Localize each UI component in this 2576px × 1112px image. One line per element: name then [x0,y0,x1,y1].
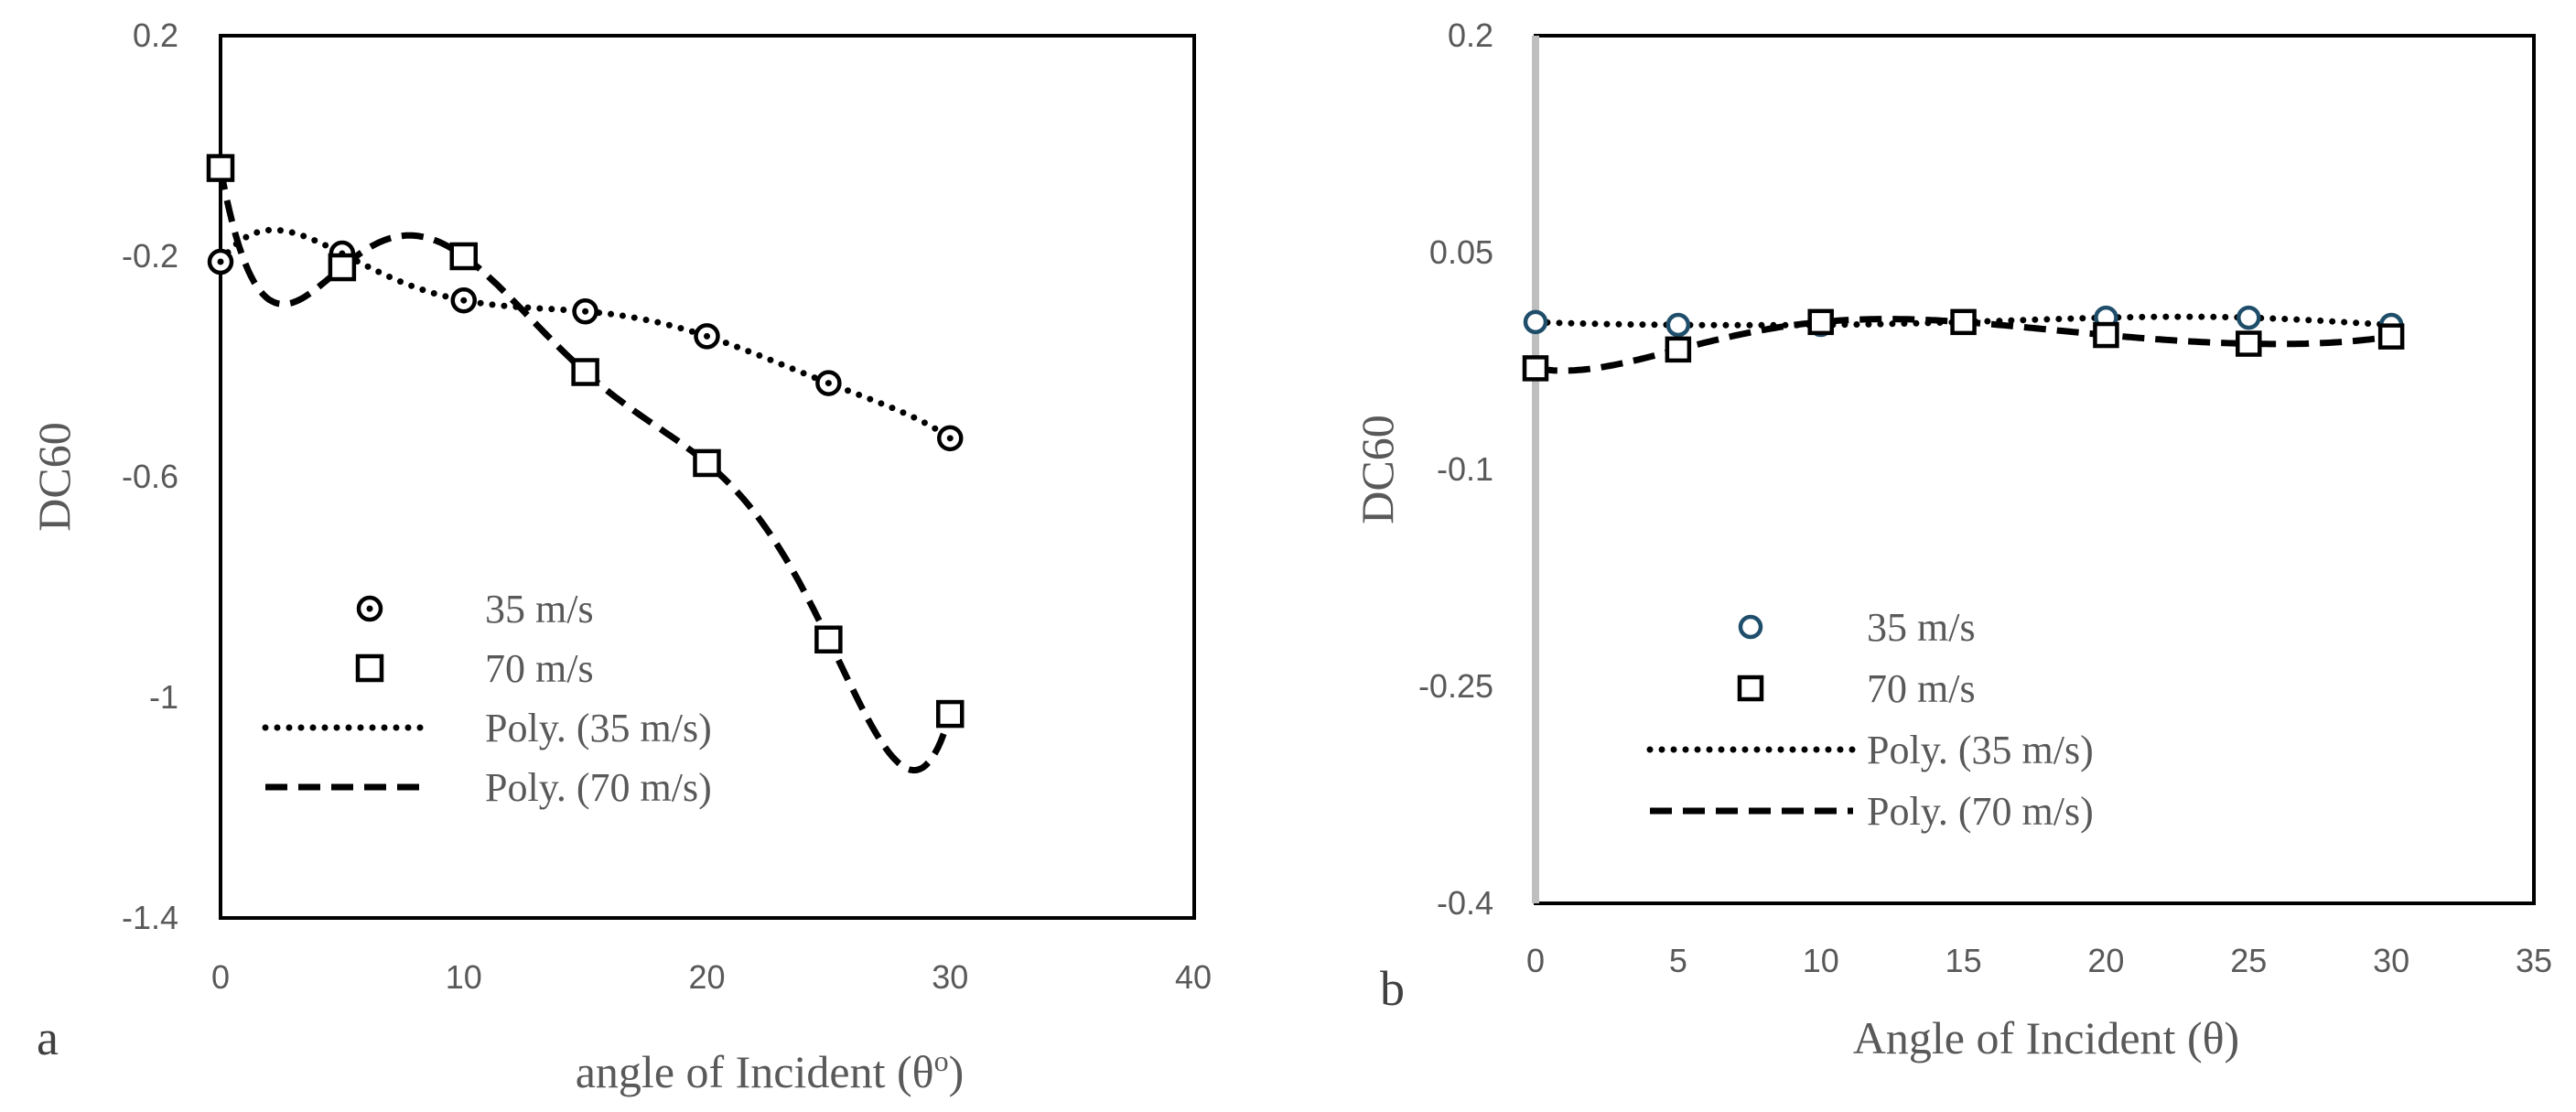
panel-b-y-tick-label: -0.25 [1418,667,1493,705]
panel-a-point-70 [571,358,599,386]
panel-a-legend-label: 35 m/s [485,587,594,632]
panel-b-plot-frame [1534,34,2536,905]
panel-a-x-tick-label: 10 [446,958,482,996]
panel-a-x-tick-label: 20 [688,958,725,996]
panel-a-point-35-center [460,297,468,304]
panel-b: 0.2 0.05 -0.1 -0.25 -0.4 0 5 10 15 20 25 30 35 35 m/… [1352,16,2552,1063]
panel-b-x-tick-label: 15 [1945,942,1982,979]
panel-b-y-tick-label: -0.4 [1437,884,1493,922]
panel-a-plot-frame [219,34,1196,920]
panel-a-point-70 [693,448,721,478]
panel-b-x-tick-label: 25 [2230,942,2267,979]
panel-a-y-tick-label: -0.6 [122,458,178,495]
panel-b-point-35 [1523,309,1548,335]
panel-a-legend-marker-35-center [366,605,373,612]
panel-b-point-70 [1807,308,1834,336]
panel-a-letter: a [37,1010,59,1065]
panel-b-point-35 [1665,312,1691,338]
panel-a-point-70 [328,253,357,282]
panel-b-legend-label: Poly. (35 m/s) [1867,728,2094,772]
panel-b-y-axis-title: DC60 [1352,415,1403,524]
panel-b-legend-label: Poly. (70 m/s) [1867,789,2094,834]
panel-a-markers [206,154,965,729]
panel-a-point-35-center [825,380,832,387]
panel-b-x-tick-label: 35 [2516,942,2552,979]
panel-a-y-tick-label: 0.2 [133,16,178,54]
panel-b-x-tick-label: 10 [1803,942,1839,979]
panel-b-point-35 [2236,305,2261,330]
panel-a-point-70 [814,625,843,653]
panel-a-x-tick-label: 40 [1175,958,1212,996]
panel-a-y-axis-title: DC60 [28,422,80,531]
panel-b-x-axis-title: Angle of Incident (θ) [1853,1012,2239,1063]
panel-a-point-35-center [946,435,954,442]
panel-a-x-axis-title: angle of Incident (θo) [576,1044,965,1097]
panel-b-markers [1522,305,2405,382]
panel-a-legend-label: Poly. (70 m/s) [485,765,712,810]
panel-b-point-70 [2236,330,2262,357]
panel-b-x-tick-label: 0 [1526,942,1545,979]
panel-b-ticks: 0.2 0.05 -0.1 -0.25 -0.4 0 5 10 15 20 25 30 35 [1418,16,2552,979]
panel-b-y-tick-label: 0.05 [1429,233,1493,271]
panel-b-x-tick-label: 30 [2373,942,2409,979]
panel-b-legend-label: 70 m/s [1867,666,1976,711]
panel-a-y-tick-label: -0.2 [122,237,178,275]
panel-b-y-tick-label: 0.2 [1448,16,1493,54]
panel-a-point-35-center [582,308,589,315]
panel-a-y-tick-label: -1.4 [122,899,178,936]
panel-b-legend-label: 35 m/s [1867,605,1976,650]
panel-b-y-tick-label: -0.1 [1437,450,1493,488]
panel-a-point-35-center [704,332,710,340]
panel-b-x-tick-label: 5 [1669,942,1687,979]
panel-a-point-70 [936,699,965,729]
panel-b-point-70 [1522,355,1549,382]
panel-b-x-tick-label: 20 [2087,942,2124,979]
panel-a-x-tick-label: 30 [932,958,968,996]
panel-a-legend-label: 70 m/s [485,646,594,691]
panel-a-legend: 35 m/s 70 m/s Poly. (35 m/s) Poly. (70 m/s) [262,587,712,810]
panel-b-legend-marker-35 [1738,614,1763,640]
panel-a-legend-label: Poly. (35 m/s) [485,706,712,750]
panel-a-point-70 [206,154,235,182]
panel-b-point-70 [1665,336,1692,363]
panel-b-letter: b [1380,961,1405,1016]
panel-a: 0.2 -0.2 -0.6 -1 -1.4 0 10 20 30 40 35 m/s 70 m/s P… [28,16,1212,1097]
panel-b-point-70 [1950,308,1977,336]
panel-a-legend-marker-70 [355,653,384,683]
panel-b-point-70 [2093,321,2119,349]
panel-a-point-70 [449,242,478,271]
panel-a-ticks: 0.2 -0.2 -0.6 -1 -1.4 0 10 20 30 40 [122,16,1212,996]
panel-a-x-tick-label: 0 [211,958,230,996]
panel-a-y-tick-label: -1 [149,678,178,716]
panel-a-point-35-center [217,258,224,265]
panel-b-legend: 35 m/s 70 m/s Poly. (35 m/s) Poly. (70 m/s) [1646,605,2094,834]
panel-b-point-70 [2377,323,2405,350]
panel-b-legend-marker-70 [1737,675,1764,702]
